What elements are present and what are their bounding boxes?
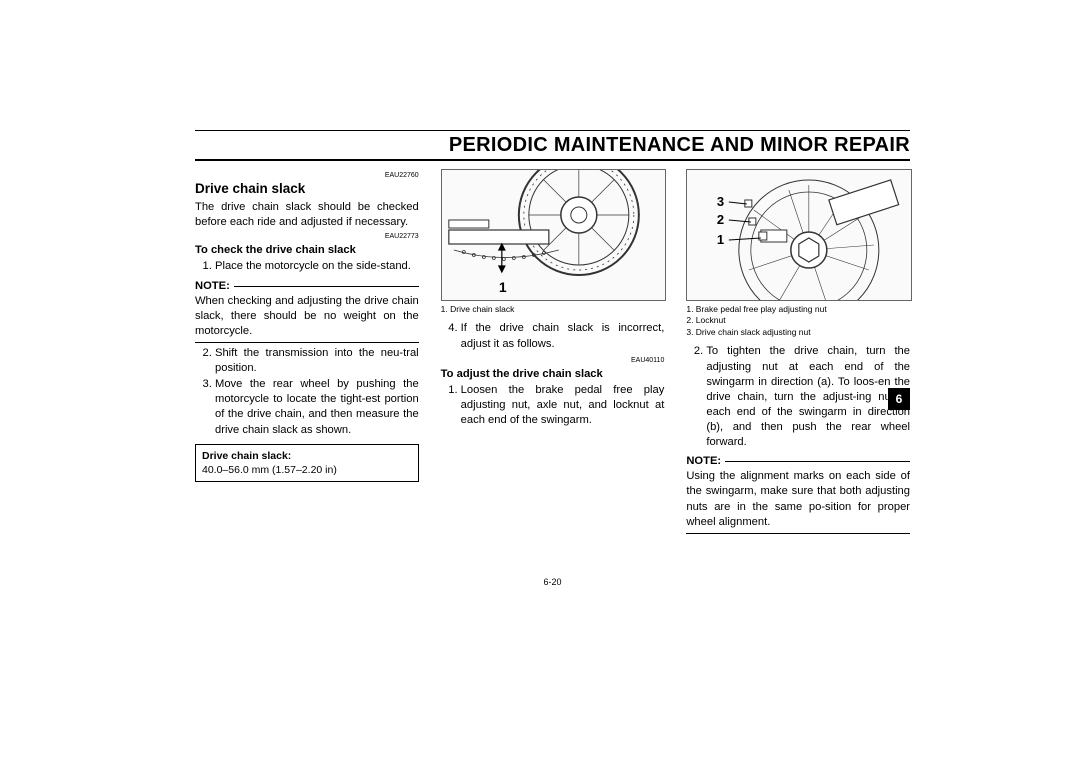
note-body: When checking and adjusting the drive ch… — [195, 294, 419, 339]
step-item: If the drive chain slack is incorrect, a… — [461, 321, 665, 351]
spec-label: Drive chain slack: — [202, 449, 412, 463]
callout-1: 1 — [499, 279, 507, 295]
caption-num: 1. — [441, 304, 448, 314]
step-item: Loosen the brake pedal free play adjusti… — [461, 383, 665, 428]
content-columns: EAU22760 Drive chain slack The drive cha… — [195, 169, 910, 537]
caption-item: 1. Brake pedal free play adjusting nut — [686, 304, 910, 315]
note-end-rule — [686, 533, 910, 534]
adjuster-diagram-icon: 1 2 3 — [687, 170, 911, 300]
caption-text: Brake pedal free play adjusting nut — [696, 304, 827, 314]
caption-text: Drive chain slack — [450, 304, 514, 314]
figure-drive-chain: 1 — [441, 169, 667, 301]
check-steps-list-2: Shift the transmission into the neu-tral… — [195, 346, 419, 438]
svg-text:3: 3 — [717, 194, 724, 209]
note-body: Using the alignment marks on each side o… — [686, 469, 910, 529]
header-title: PERIODIC MAINTENANCE AND MINOR REPAIR — [195, 134, 910, 157]
caption-item: 2. Locknut — [686, 315, 910, 326]
caption-text: Drive chain slack adjusting nut — [696, 327, 811, 337]
note-heading: NOTE: — [195, 279, 419, 294]
step-4-list: If the drive chain slack is incorrect, a… — [441, 321, 665, 351]
subheading-check: To check the drive chain slack — [195, 243, 419, 258]
figure-caption-list: 1. Brake pedal free play adjusting nut 2… — [686, 304, 910, 338]
note-label: NOTE: — [686, 454, 721, 469]
ref-code: EAU22773 — [195, 232, 419, 241]
manual-page: PERIODIC MAINTENANCE AND MINOR REPAIR EA… — [195, 130, 910, 587]
ref-code: EAU22760 — [195, 171, 419, 180]
column-2: 1 1. Drive chain slack If the drive chai… — [441, 169, 665, 537]
chain-diagram-icon: 1 — [442, 170, 666, 300]
section-title: Drive chain slack — [195, 180, 419, 198]
svg-text:2: 2 — [717, 212, 724, 227]
step-item: To tighten the drive chain, turn the adj… — [706, 344, 910, 450]
subheading-adjust: To adjust the drive chain slack — [441, 367, 665, 382]
column-3: 1 2 3 1. Brake pedal free play adjusting… — [686, 169, 910, 537]
intro-text: The drive chain slack should be checked … — [195, 200, 419, 230]
note-end-rule — [195, 342, 419, 343]
note-rule — [725, 461, 910, 462]
page-number: 6-20 — [195, 577, 910, 587]
caption-text: Locknut — [696, 315, 726, 325]
figure-caption: 1. Drive chain slack — [441, 304, 665, 315]
check-steps-list: Place the motorcycle on the side-stand. — [195, 259, 419, 274]
ref-code: EAU40110 — [441, 356, 665, 365]
note-rule — [234, 286, 419, 287]
chapter-tab: 6 — [888, 388, 910, 410]
spec-box: Drive chain slack: 40.0–56.0 mm (1.57–2.… — [195, 444, 419, 482]
note-heading: NOTE: — [686, 454, 910, 469]
caption-item: 3. Drive chain slack adjusting nut — [686, 327, 910, 338]
step-item: Shift the transmission into the neu-tral… — [215, 346, 419, 376]
adjust-steps-list: Loosen the brake pedal free play adjusti… — [441, 383, 665, 428]
step-item: Place the motorcycle on the side-stand. — [215, 259, 419, 274]
spec-value: 40.0–56.0 mm (1.57–2.20 in) — [202, 463, 412, 477]
svg-text:1: 1 — [717, 232, 724, 247]
step-item: Move the rear wheel by pushing the motor… — [215, 377, 419, 437]
column-1: EAU22760 Drive chain slack The drive cha… — [195, 169, 419, 537]
figure-adjusting-nut: 1 2 3 — [686, 169, 912, 301]
page-header: PERIODIC MAINTENANCE AND MINOR REPAIR — [195, 130, 910, 161]
tighten-steps-list: To tighten the drive chain, turn the adj… — [686, 344, 910, 450]
note-label: NOTE: — [195, 279, 230, 294]
